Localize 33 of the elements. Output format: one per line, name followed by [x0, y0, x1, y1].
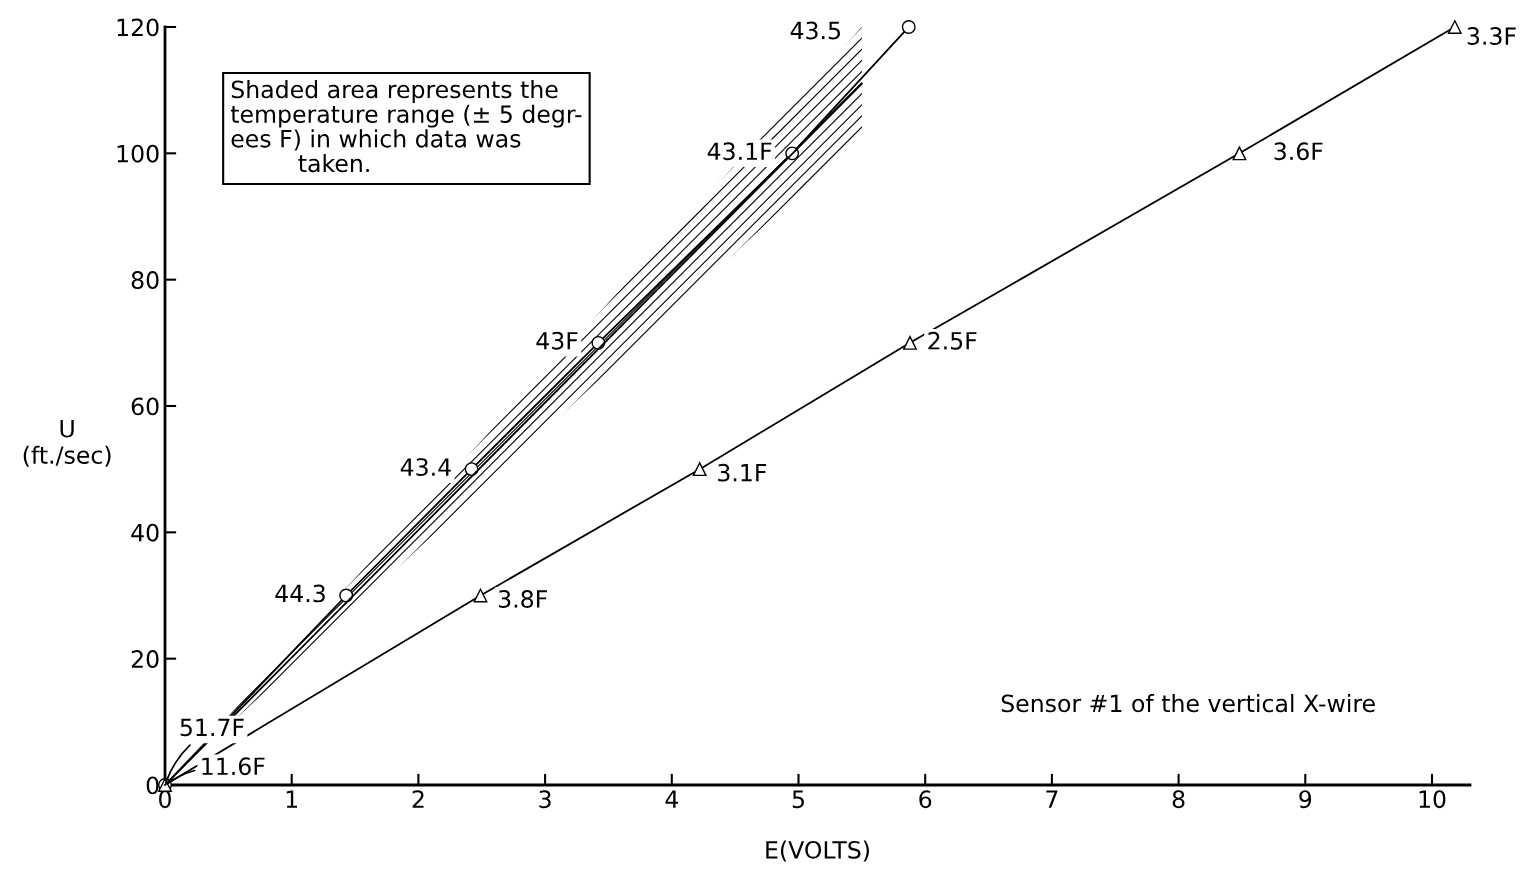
y-tick-label: 60 — [131, 397, 159, 416]
annotation: 11.6F — [202, 757, 265, 776]
x-tick-label: 8 — [1172, 790, 1185, 809]
annotation: 3.8F — [498, 590, 547, 608]
annotation: 43.1F — [707, 142, 772, 161]
annotation: Sensor #1 of the vertical X-wire — [1001, 694, 1375, 713]
x-tick-label: 2 — [412, 790, 424, 808]
y-tick-label: 120 — [117, 18, 159, 37]
annotation: 44.3 — [275, 584, 325, 603]
y-tick-label: 100 — [117, 144, 159, 163]
annotation: 2.5F — [928, 331, 977, 350]
annotation: 3.1F — [718, 463, 767, 482]
annotation: 43.4 — [400, 458, 451, 477]
x-tick-label: 4 — [665, 790, 678, 808]
x-tick-label: 10 — [1419, 790, 1446, 809]
y-tick-label: 20 — [131, 650, 159, 668]
y-tick-label: 0 — [146, 776, 159, 795]
annotation: 3.3F — [1467, 27, 1516, 45]
x-tick-label: 9 — [1299, 790, 1312, 809]
x-tick-label: 1 — [286, 790, 298, 808]
y-axis-title: U (ft./sec) — [23, 419, 111, 467]
annotation: Shaded area represents the temperature range (± 5 degr- ees F) in which data was taken. — [230, 80, 582, 173]
annotation: 3.6F — [1274, 142, 1323, 161]
y-tick-label: 40 — [131, 523, 159, 542]
annotation: 51.7F — [180, 718, 244, 737]
x-axis-title: E(VOLTS) — [766, 840, 869, 862]
x-tick-label: 6 — [919, 790, 932, 809]
x-tick-label: 3 — [539, 790, 551, 809]
annotation: 43F — [536, 331, 578, 350]
annotation: 43.5 — [790, 21, 840, 40]
x-tick-label: 7 — [1046, 790, 1058, 808]
x-tick-label: 5 — [792, 790, 804, 809]
y-tick-label: 80 — [131, 271, 159, 289]
